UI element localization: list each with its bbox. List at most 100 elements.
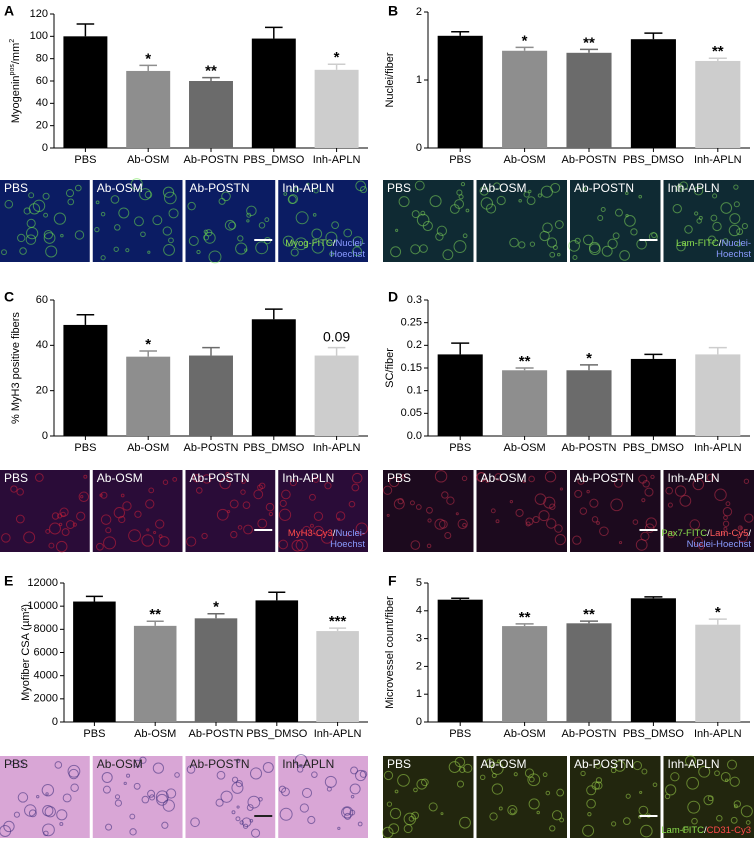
y-tick-label: 1	[416, 74, 422, 86]
micrograph-texture	[722, 506, 733, 517]
y-tick-label: 6000	[34, 646, 58, 658]
micrograph-texture	[289, 479, 297, 487]
micrograph-texture	[676, 184, 685, 192]
x-tick-label: PBS_DMSO	[623, 154, 685, 166]
micrograph-texture	[642, 480, 650, 488]
micrograph-texture	[462, 522, 467, 528]
y-tick-label: 80	[36, 53, 48, 65]
significance-label: *	[145, 50, 151, 67]
micrograph-texture	[640, 531, 650, 541]
micrograph-texture	[549, 503, 556, 510]
micrograph-texture	[195, 487, 203, 494]
x-tick-label: PBS_DMSO	[623, 728, 685, 740]
x-tick-label: Ab-POSTN	[183, 154, 238, 166]
micrograph	[0, 470, 90, 552]
micrograph-texture	[148, 794, 156, 801]
micrograph-texture	[490, 762, 504, 775]
micrograph-texture	[216, 770, 226, 780]
micrograph-texture	[507, 805, 518, 816]
micrograph-texture	[462, 233, 468, 239]
y-tick-label: 0.1	[407, 385, 422, 397]
micrograph-texture	[408, 815, 415, 822]
stain-legend: Hoechst	[716, 249, 751, 260]
micrograph-texture	[428, 802, 438, 812]
micrograph-texture	[113, 507, 126, 519]
micrograph-texture	[236, 805, 240, 809]
micrograph-texture	[386, 513, 390, 517]
micrograph-texture	[257, 518, 268, 529]
micrograph-texture	[231, 776, 239, 783]
micrograph-texture	[580, 770, 586, 777]
micrograph-texture	[639, 790, 643, 794]
micrograph-texture	[601, 245, 613, 257]
stain-legend-part: Nuclei-Hoechst	[687, 539, 752, 550]
micrograph-texture	[495, 519, 500, 524]
micrograph-texture	[139, 188, 152, 201]
x-tick-label: Inh-APLN	[313, 442, 361, 454]
significance-label: **	[712, 43, 724, 60]
significance-label: *	[334, 49, 340, 66]
micrograph-texture	[679, 494, 692, 507]
micrograph-texture	[311, 228, 323, 240]
micrograph-texture	[528, 189, 532, 194]
micrograph-texture	[114, 224, 121, 231]
micrograph-texture	[745, 820, 751, 825]
micrograph-texture	[162, 226, 172, 236]
micrograph-texture	[162, 186, 175, 198]
micrograph-texture	[416, 213, 430, 227]
stain-legend-part: Nuclei-	[721, 238, 751, 249]
stain-legend-part: Hoechst	[330, 539, 365, 550]
y-tick-label: 8000	[34, 623, 58, 635]
micrograph-texture	[118, 515, 126, 524]
micrograph	[383, 756, 474, 838]
micrograph-texture	[56, 540, 68, 553]
micrograph-texture	[453, 240, 467, 253]
micrograph-texture	[650, 474, 655, 480]
micrograph-texture	[739, 526, 743, 530]
micrograph-texture	[302, 525, 311, 535]
micrograph-texture	[694, 211, 699, 216]
micrograph-texture	[126, 773, 131, 778]
micrograph-texture	[279, 499, 287, 507]
micrograph-texture	[644, 487, 654, 497]
x-tick-label: PBS	[449, 728, 471, 740]
micrograph-texture	[190, 817, 200, 828]
micrograph-texture	[174, 772, 180, 778]
micrograph-texture	[163, 191, 177, 205]
x-tick-label: PBS	[74, 442, 96, 454]
micrograph-texture	[3, 820, 15, 833]
micrograph-texture	[348, 500, 356, 508]
micrograph-texture	[744, 513, 754, 523]
bar	[63, 324, 108, 436]
micrograph-texture	[714, 770, 720, 777]
bar	[316, 631, 359, 722]
micrograph-texture	[289, 188, 293, 192]
stain-legend: Nuclei-Hoechst	[687, 539, 752, 550]
micrograph-texture	[395, 228, 399, 232]
micrograph-texture	[43, 232, 56, 244]
micrograph-texture	[43, 830, 49, 837]
micrograph-texture	[325, 231, 338, 244]
micrograph-texture	[203, 231, 216, 244]
micrograph-texture	[572, 254, 578, 261]
micrograph-texture	[114, 799, 122, 807]
micrograph-texture	[429, 195, 442, 208]
micrograph	[663, 470, 754, 552]
micrograph-texture	[446, 496, 455, 505]
significance-label: *	[213, 599, 219, 616]
micrograph-texture	[312, 476, 319, 483]
micrograph-texture	[345, 532, 350, 537]
micrograph-texture	[538, 510, 550, 522]
micrograph-texture	[253, 489, 264, 500]
stain-legend-part: /	[333, 238, 336, 249]
micrograph-texture	[480, 197, 494, 210]
bar	[566, 52, 612, 148]
micrograph-texture	[155, 790, 169, 804]
micrograph-texture	[491, 773, 497, 779]
stain-legend-part: Pax7-FITC	[661, 528, 707, 539]
micrograph-texture	[509, 237, 519, 248]
micrograph-texture	[95, 200, 100, 205]
micrograph-texture	[528, 475, 535, 483]
y-axis-label: Microvessel count/fiber	[384, 596, 396, 709]
micrograph-texture	[202, 474, 212, 484]
